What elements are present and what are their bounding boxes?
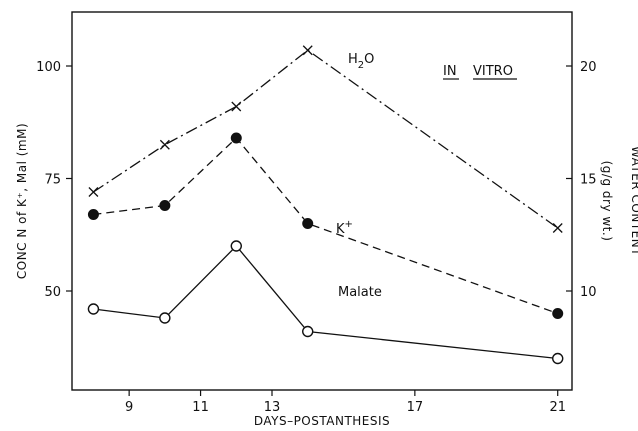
y-right-tick-label: 20 (580, 60, 597, 75)
x-tick-label: 17 (407, 400, 424, 415)
x-tick-label: 9 (125, 400, 133, 415)
axes (71, 11, 573, 391)
y-axis-right-title: WATER CONTENT (629, 146, 638, 256)
y-left-tick-label: 75 (44, 173, 61, 188)
x-axis-title: DAYS–POSTANTHESIS (254, 414, 390, 428)
series-label-h2o: H2O (348, 52, 374, 71)
y-right-tick-label: 10 (580, 285, 597, 300)
series-label-malate: Malate (338, 285, 382, 300)
y-right-tick-label: 15 (580, 173, 597, 188)
y-axis-left-title: CONC N of K⁺, Mal (mM) (15, 123, 29, 279)
ticks: 9 11 13 17 21 50 75 100 10 15 20 (36, 60, 596, 415)
k-label-main: K (336, 222, 345, 237)
annotation-in: IN (443, 64, 457, 79)
data-point-malate (87, 303, 100, 315)
x-tick-label: 13 (264, 400, 281, 415)
h2o-label-tail: O (364, 52, 374, 67)
data-point-k (87, 209, 99, 220)
data-point-k (302, 218, 314, 229)
data-point-malate (159, 312, 171, 324)
data-point-h2o (88, 187, 99, 197)
series-line-h2o (93, 49, 559, 229)
k-label-superscript: + (345, 219, 353, 230)
series-markers (87, 45, 564, 365)
y-left-tick-label: 100 (36, 60, 61, 75)
series-label-k: K+ (336, 219, 353, 237)
h2o-label-main: H (348, 52, 358, 67)
data-point-k (230, 132, 242, 144)
data-point-h2o (552, 223, 563, 233)
x-tick-label: 11 (192, 400, 209, 415)
data-point-h2o (302, 45, 313, 56)
y-axis-right-units: (g/g dry wt.) (600, 161, 614, 242)
data-point-malate (302, 325, 314, 338)
series-line-malate (93, 245, 558, 360)
x-tick-label: 21 (549, 400, 566, 415)
data-point-malate (552, 352, 564, 365)
series-line-k (93, 137, 558, 315)
data-point-malate (230, 240, 242, 252)
data-point-k (159, 200, 171, 211)
data-point-h2o (159, 139, 170, 150)
annotation-vitro: VITRO (473, 64, 513, 79)
data-point-h2o (231, 101, 242, 112)
data-point-k (552, 308, 564, 319)
h2o-label-subscript: 2 (358, 60, 364, 71)
plot-frame (71, 11, 573, 391)
y-left-tick-label: 50 (44, 285, 61, 300)
